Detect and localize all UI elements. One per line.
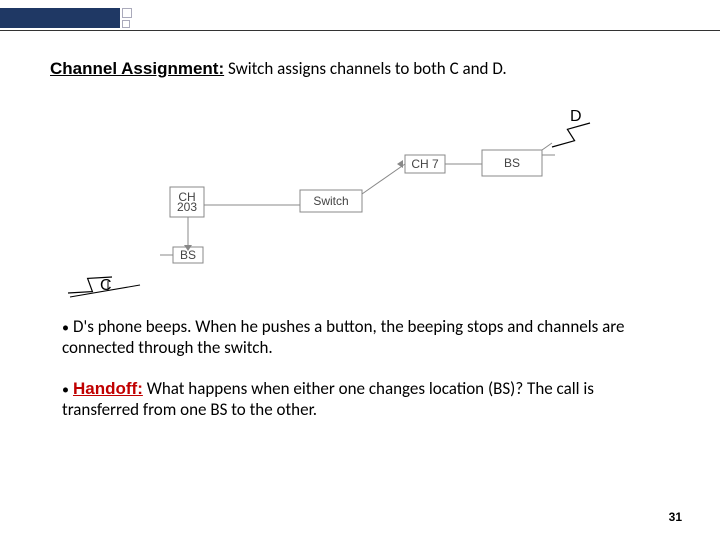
- accent-square-1: [122, 8, 132, 18]
- heading-bold: Channel Assignment:: [50, 59, 224, 78]
- svg-text:Switch: Switch: [313, 194, 348, 208]
- bullet-dot: •: [62, 319, 69, 336]
- accent-rect: [0, 8, 120, 28]
- bullet-2-label: Handoff:: [73, 379, 143, 398]
- bullet-1-text: D's phone beeps. When he pushes a button…: [62, 316, 624, 358]
- channel-assignment-diagram: SwitchCH 7BSCH203BSDC: [50, 95, 610, 305]
- bullet-2: •Handoff: What happens when either one c…: [62, 378, 660, 421]
- page-number: 31: [669, 510, 682, 524]
- accent-square-2: [122, 20, 130, 28]
- heading-rest: Switch assigns channels to both C and D.: [224, 58, 507, 79]
- bullet-dot: •: [62, 381, 69, 398]
- accent-divider: [0, 30, 720, 31]
- svg-text:BS: BS: [504, 156, 520, 170]
- svg-text:D: D: [570, 108, 582, 125]
- slide: Channel Assignment: Switch assigns chann…: [0, 0, 720, 540]
- bullet-1: •D's phone beeps. When he pushes a butto…: [62, 316, 660, 359]
- svg-text:CH 7: CH 7: [411, 157, 439, 171]
- heading: Channel Assignment: Switch assigns chann…: [50, 58, 670, 79]
- slide-accent-bar: [0, 8, 720, 32]
- svg-text:203: 203: [177, 200, 197, 214]
